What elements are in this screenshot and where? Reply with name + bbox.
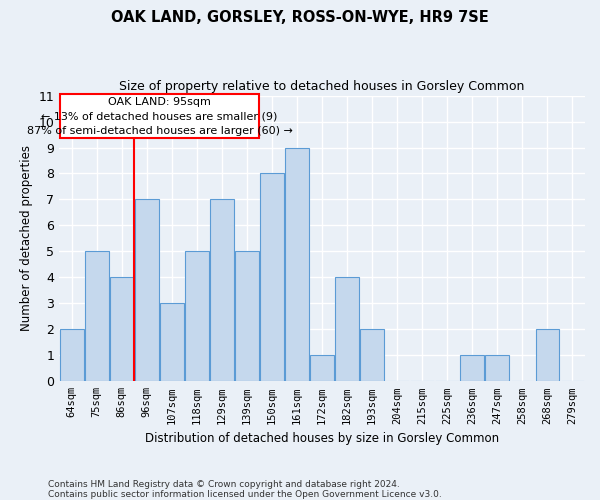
FancyBboxPatch shape <box>59 94 259 138</box>
Bar <box>485 356 509 382</box>
X-axis label: Distribution of detached houses by size in Gorsley Common: Distribution of detached houses by size … <box>145 432 499 445</box>
Title: Size of property relative to detached houses in Gorsley Common: Size of property relative to detached ho… <box>119 80 525 93</box>
Bar <box>260 174 284 382</box>
Text: OAK LAND, GORSLEY, ROSS-ON-WYE, HR9 7SE: OAK LAND, GORSLEY, ROSS-ON-WYE, HR9 7SE <box>111 10 489 25</box>
Text: Contains HM Land Registry data © Crown copyright and database right 2024.: Contains HM Land Registry data © Crown c… <box>48 480 400 489</box>
Bar <box>536 330 559 382</box>
Text: Contains public sector information licensed under the Open Government Licence v3: Contains public sector information licen… <box>48 490 442 499</box>
Bar <box>185 252 209 382</box>
Y-axis label: Number of detached properties: Number of detached properties <box>20 146 33 332</box>
Bar <box>285 148 309 382</box>
Bar <box>310 356 334 382</box>
Text: 87% of semi-detached houses are larger (60) →: 87% of semi-detached houses are larger (… <box>26 126 292 136</box>
Bar <box>210 200 234 382</box>
Bar <box>135 200 158 382</box>
Bar <box>60 330 83 382</box>
Bar <box>335 278 359 382</box>
Bar <box>160 304 184 382</box>
Bar <box>85 252 109 382</box>
Bar <box>110 278 134 382</box>
Text: ← 13% of detached houses are smaller (9): ← 13% of detached houses are smaller (9) <box>41 112 278 122</box>
Bar <box>360 330 384 382</box>
Bar <box>460 356 484 382</box>
Text: OAK LAND: 95sqm: OAK LAND: 95sqm <box>108 97 211 107</box>
Bar <box>235 252 259 382</box>
